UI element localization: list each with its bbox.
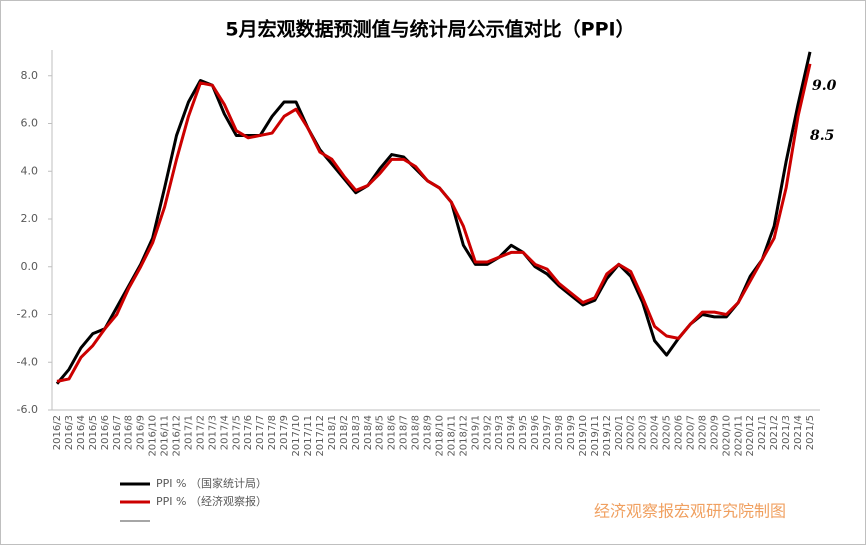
x-tick-label: 2018/6 [387,415,398,450]
x-tick-label: 2018/9 [423,415,434,450]
x-tick-label: 2020/4 [650,415,661,450]
x-tick-label: 2020/2 [626,415,637,450]
x-tick-label: 2016/5 [88,415,99,450]
legend-label: PPI % （经济观察报） [156,494,267,508]
x-tick-label: 2019/3 [494,415,505,450]
x-tick-label: 2017/9 [279,415,290,450]
x-tick-label: 2019/5 [518,415,529,450]
x-tick-label: 2019/9 [566,415,577,450]
x-tick-label: 2017/1 [183,415,194,450]
x-tick-label: 2018/1 [327,415,338,450]
x-tick-label: 2021/2 [769,415,780,450]
x-tick-label: 2020/11 [733,415,744,457]
x-tick-label: 2020/1 [614,415,625,450]
annotation: 9.0 [812,78,837,94]
x-tick-label: 2018/12 [458,415,469,457]
x-tick-label: 2019/2 [482,415,493,450]
x-tick-label: 2017/2 [195,415,206,450]
x-tick-label: 2017/11 [303,415,314,457]
y-tick-label: 4.0 [21,164,39,177]
x-tick-label: 2016/10 [148,415,159,457]
x-tick-label: 2017/4 [219,415,230,450]
x-tick-label: 2021/3 [781,415,792,450]
y-tick-label: 2.0 [21,212,39,225]
x-tick-label: 2017/6 [243,415,254,450]
x-tick-label: 2017/5 [231,415,242,450]
x-tick-label: 2018/8 [411,415,422,450]
x-tick-label: 2020/3 [638,415,649,450]
y-tick-label: 8.0 [21,69,39,82]
x-tick-label: 2020/12 [745,415,756,457]
x-tick-label: 2016/2 [52,415,63,450]
y-tick-label: -4.0 [17,355,38,368]
y-tick-label: -2.0 [17,308,38,321]
x-tick-label: 2017/10 [291,415,302,457]
x-tick-label: 2019/8 [554,415,565,450]
x-tick-label: 2018/10 [434,415,445,457]
x-tick-label: 2016/9 [136,415,147,450]
x-tick-label: 2018/4 [363,415,374,450]
x-tick-label: 2020/7 [685,415,696,450]
x-tick-label: 2020/9 [709,415,720,450]
legend-label: PPI % （国家统计局） [156,476,267,490]
x-tick-label: 2021/4 [793,415,804,450]
series-line [56,63,812,383]
watermark: 经济观察报宏观研究院制图 [594,502,786,521]
x-tick-label: 2017/12 [315,415,326,457]
x-tick-label: 2020/5 [662,415,673,450]
x-tick-label: 2019/11 [590,415,601,457]
x-tick-label: 2016/8 [124,415,135,450]
x-tick-label: 2017/7 [255,415,266,450]
x-tick-label: 2021/1 [757,415,768,450]
x-tick-label: 2018/7 [399,415,410,450]
x-tick-label: 2016/11 [160,415,171,457]
x-tick-label: 2019/6 [530,415,541,450]
x-tick-label: 2016/3 [64,415,75,450]
x-tick-label: 2017/3 [207,415,218,450]
y-tick-label: -6.0 [17,403,38,416]
x-tick-label: 2019/1 [470,415,481,450]
x-tick-label: 2017/8 [267,415,278,450]
x-tick-label: 2019/12 [602,415,613,457]
x-tick-label: 2016/4 [76,415,87,450]
x-tick-label: 2020/10 [721,415,732,457]
x-tick-label: 2019/10 [578,415,589,457]
annotation: 8.5 [810,128,834,144]
x-tick-label: 2018/3 [351,415,362,450]
x-tick-label: 2020/8 [697,415,708,450]
x-tick-label: 2016/12 [172,415,183,457]
y-tick-label: 0.0 [21,260,39,273]
x-tick-label: 2016/7 [112,415,123,450]
x-tick-label: 2021/5 [805,415,816,450]
y-tick-label: 6.0 [21,117,39,130]
chart-title: 5月宏观数据预测值与统计局公示值对比（PPI） [225,18,634,41]
x-tick-label: 2019/7 [542,415,553,450]
x-tick-label: 2020/6 [674,415,685,450]
x-tick-label: 2016/6 [100,415,111,450]
x-tick-label: 2018/2 [339,415,350,450]
x-tick-label: 2019/4 [506,415,517,450]
x-tick-label: 2018/5 [375,415,386,450]
x-tick-label: 2018/11 [446,415,457,457]
